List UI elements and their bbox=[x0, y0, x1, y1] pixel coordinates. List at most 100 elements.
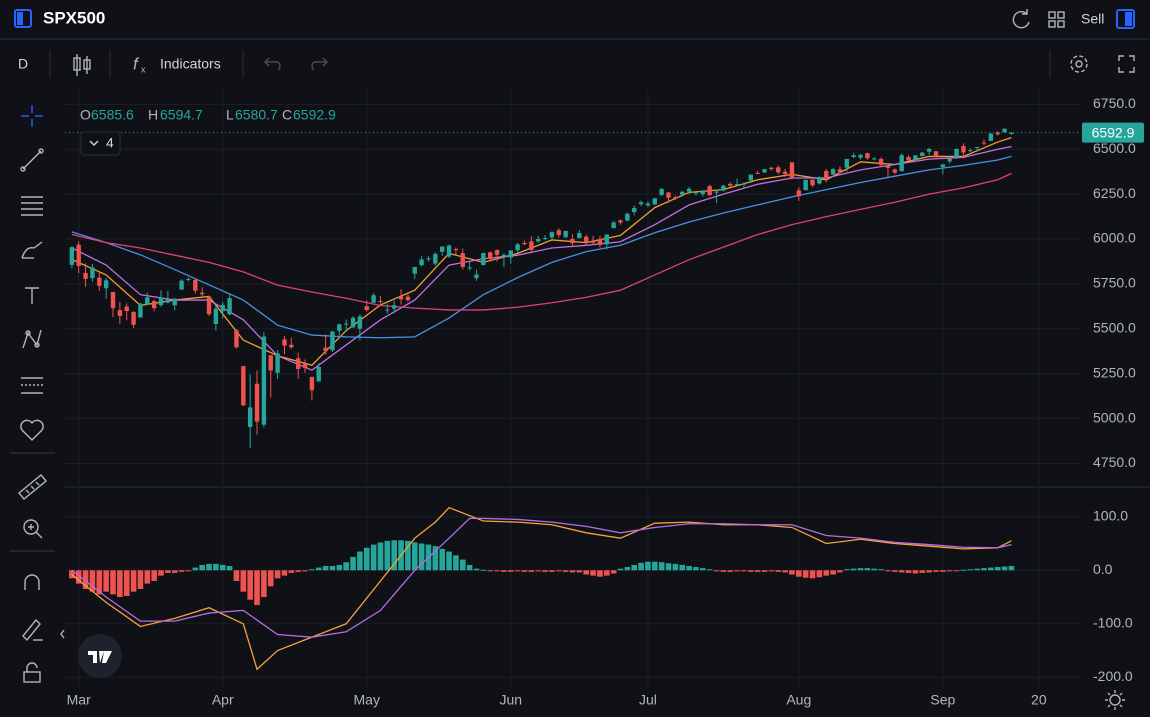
plot-area: Mar Apr May Jun Jul Aug Sep 20 6750.0 6500.0 6250.… bbox=[65, 90, 1144, 708]
magnet-tool[interactable] bbox=[24, 574, 40, 590]
histogram-bar bbox=[185, 570, 192, 572]
brush-tool[interactable] bbox=[21, 241, 43, 259]
prediction-tool[interactable] bbox=[21, 377, 43, 394]
histogram-bar bbox=[199, 564, 205, 571]
histogram-bar bbox=[405, 540, 411, 571]
symbol-icon[interactable] bbox=[14, 9, 32, 28]
histogram-bar bbox=[309, 569, 315, 571]
histogram-bar bbox=[878, 569, 884, 571]
candle-body bbox=[117, 310, 123, 316]
y-tick-label: 0.0 bbox=[1093, 561, 1113, 577]
indicator-count: 4 bbox=[106, 135, 114, 151]
chevron bbox=[89, 140, 99, 146]
histogram-bar bbox=[809, 570, 816, 579]
indicator-toggle[interactable] bbox=[80, 131, 121, 156]
candle-body bbox=[789, 162, 795, 179]
histogram-bar bbox=[384, 540, 391, 571]
candle-body bbox=[398, 296, 404, 300]
histogram-bar bbox=[302, 570, 308, 572]
histogram-bar bbox=[830, 570, 836, 575]
histogram-bar bbox=[480, 569, 487, 571]
histogram-bar bbox=[322, 565, 329, 571]
lock-tool[interactable] bbox=[23, 662, 41, 683]
trendline-tool[interactable] bbox=[20, 148, 44, 172]
candle-body bbox=[721, 185, 726, 191]
ohlc-label: C bbox=[282, 107, 292, 123]
histogram-bar bbox=[802, 570, 809, 578]
candle-body bbox=[686, 188, 692, 192]
histogram-bar bbox=[617, 568, 624, 571]
crosshair-tool[interactable] bbox=[21, 105, 43, 127]
histogram-bar bbox=[864, 568, 871, 571]
histogram-bar bbox=[377, 542, 384, 571]
histogram-bar bbox=[521, 570, 528, 572]
symbol[interactable]: SPX500 bbox=[43, 8, 105, 27]
candle-body bbox=[110, 291, 116, 309]
x-tick-label: Jul bbox=[639, 692, 657, 708]
candle-body bbox=[844, 158, 850, 168]
histogram-bar bbox=[857, 568, 864, 571]
indicator-line bbox=[71, 145, 1012, 371]
candle-body bbox=[920, 152, 925, 157]
candle-body bbox=[926, 148, 932, 152]
candle-body bbox=[481, 253, 486, 266]
draw-mode-tool[interactable] bbox=[22, 618, 43, 642]
candle-body bbox=[577, 233, 582, 239]
candle-body bbox=[151, 300, 157, 309]
pattern-tool[interactable] bbox=[22, 329, 42, 349]
candle-body bbox=[673, 197, 678, 199]
candle-body bbox=[954, 148, 959, 158]
histogram-bar bbox=[672, 563, 679, 571]
histogram-bar bbox=[837, 570, 843, 573]
y-tick-label: 6250.0 bbox=[1093, 185, 1136, 201]
candle-body bbox=[1002, 128, 1007, 133]
candle-body bbox=[453, 249, 459, 251]
candle-body bbox=[604, 234, 609, 245]
histogram-bar bbox=[165, 570, 171, 573]
ohlc-value: 6580.7 bbox=[235, 107, 278, 123]
histogram-bar bbox=[178, 570, 185, 572]
fx-icon: f bbox=[133, 54, 140, 73]
y-tick-label: 5000.0 bbox=[1093, 409, 1136, 425]
undo-button[interactable] bbox=[264, 57, 281, 71]
settings-button[interactable] bbox=[1070, 55, 1088, 73]
text-tool[interactable] bbox=[25, 287, 39, 304]
histogram-bar bbox=[439, 548, 445, 571]
last-price-label: 6592.9 bbox=[1092, 124, 1135, 140]
histogram-bar bbox=[96, 570, 103, 595]
candle-body bbox=[762, 169, 767, 173]
histogram-bar bbox=[254, 570, 260, 606]
histogram-bar bbox=[713, 570, 720, 572]
redo-button[interactable] bbox=[311, 57, 328, 71]
layout-button[interactable] bbox=[1048, 11, 1065, 28]
histogram-bar bbox=[473, 568, 480, 571]
candle-body bbox=[247, 407, 253, 428]
interval-button[interactable]: D bbox=[18, 56, 28, 72]
favorites-tool[interactable] bbox=[20, 419, 44, 441]
indicator-line bbox=[71, 136, 1012, 366]
candle-body bbox=[385, 309, 390, 311]
sell-button[interactable]: Sell bbox=[1081, 11, 1104, 27]
histogram-bar bbox=[610, 570, 617, 574]
histogram-bar bbox=[144, 570, 151, 584]
histogram-bar bbox=[528, 570, 535, 572]
candle-body bbox=[330, 331, 335, 351]
zoom-tool[interactable] bbox=[23, 519, 43, 539]
histogram-bar bbox=[665, 563, 672, 571]
chart-type-button[interactable] bbox=[73, 54, 91, 76]
candle-body bbox=[446, 245, 452, 257]
collapse-arrow[interactable] bbox=[60, 629, 65, 639]
fib-tool[interactable] bbox=[21, 196, 43, 216]
histogram-bar bbox=[158, 570, 164, 576]
panel-toggle[interactable] bbox=[1116, 9, 1135, 29]
refresh-button[interactable] bbox=[1012, 9, 1030, 29]
histogram-bar bbox=[796, 570, 802, 577]
ohlc-value: 6585.6 bbox=[91, 107, 134, 123]
candle-body bbox=[734, 184, 740, 186]
indicators-button[interactable]: Indicators bbox=[160, 56, 221, 72]
ruler-tool[interactable] bbox=[18, 474, 47, 500]
fullscreen-button[interactable] bbox=[1118, 55, 1135, 73]
candle-body bbox=[981, 142, 987, 144]
axis-settings[interactable] bbox=[1105, 690, 1125, 710]
